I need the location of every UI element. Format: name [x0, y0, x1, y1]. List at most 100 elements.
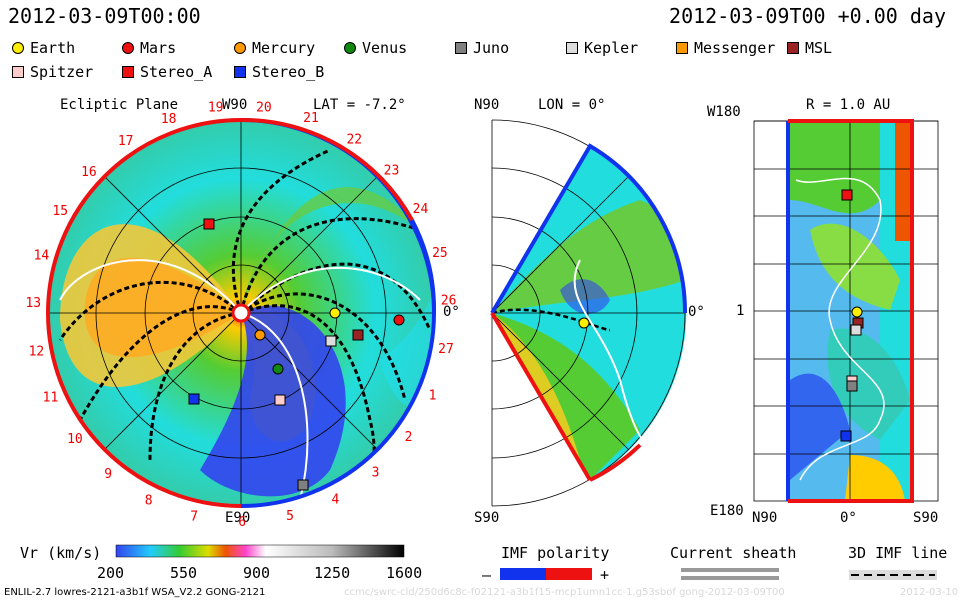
ecliptic-imf-polarity-ring-plus: [45, 118, 242, 508]
model-credit: ENLIL-2.7 lowres-2121-a3b1f WSA_V2.2 GON…: [4, 587, 266, 598]
rotation-label: 23: [384, 163, 400, 178]
current-sheath-swatch: [681, 568, 779, 580]
rotation-label: 27: [438, 342, 454, 357]
earth-meridian-marker-icon: [578, 317, 590, 329]
mercury-marker-icon: [254, 329, 266, 341]
legend-item-mercury: Mercury: [234, 39, 315, 57]
stereo-b-marker-icon: [234, 66, 246, 78]
earth-latlon-marker-icon: [851, 306, 863, 318]
messenger-marker-icon: [676, 42, 688, 54]
colorbar-label: Vr (km/s): [20, 544, 102, 562]
ecliptic-top-label: W90: [222, 97, 248, 113]
ecliptic-bottom-label: E90: [225, 510, 251, 526]
imf-polarity-label: IMF polarity: [501, 544, 610, 562]
rotation-label: 26: [441, 294, 457, 309]
rotation-label: 16: [81, 165, 97, 180]
latlon-x-label-n90: N90: [752, 510, 778, 526]
legend-item-earth: Earth: [12, 39, 75, 57]
latlon-x-label-0: 0°: [840, 510, 857, 526]
imf-line-swatch: [849, 570, 937, 580]
earth-marker-icon: [329, 307, 341, 319]
mars-marker-icon: [122, 42, 134, 54]
rotation-label: 7: [190, 510, 198, 525]
ecliptic-imf-lines: [58, 148, 432, 501]
msl-marker-icon: [352, 329, 364, 341]
venus-marker-icon: [344, 42, 356, 54]
legend-item-spitzer: Spitzer: [12, 63, 93, 81]
msl-marker-icon: [787, 42, 799, 54]
rotation-label: 22: [346, 133, 362, 148]
ecliptic-right-label: 0°: [443, 304, 460, 320]
latlon-x-label-s90: S90: [913, 510, 939, 526]
mercury-marker-icon: [234, 42, 246, 54]
imf-minus-label: –: [482, 566, 492, 584]
latlon-panel: [753, 119, 939, 503]
colorbar-tick: 200: [97, 564, 125, 582]
kepler-marker-icon: [566, 42, 578, 54]
venus-marker-icon: [272, 363, 284, 375]
rotation-label: 21: [303, 111, 319, 126]
rotation-label: 13: [25, 296, 41, 311]
kepler-marker-icon: [325, 335, 337, 347]
colorbar-tick: 1250: [314, 564, 351, 582]
meridian-grid: [491, 119, 686, 507]
mars-marker-icon: [393, 314, 405, 326]
latlon-bottom-left: E180: [710, 503, 744, 519]
legend-item-stereo-a: Stereo_A: [122, 63, 212, 81]
spitzer-marker-icon: [12, 66, 24, 78]
legend-item-stereo-b: Stereo_B: [234, 63, 324, 81]
meridian-plane-panel: [490, 119, 688, 507]
meridian-top-label: N90: [474, 97, 500, 113]
colorbar-tick: 1600: [386, 564, 423, 582]
juno-marker-icon: [297, 479, 309, 491]
timestamp-left: 2012-03-09T00:00: [8, 4, 201, 28]
carrington-rotation-labels: 19 20212223242526271234567891011121314151…: [25, 100, 456, 530]
rotation-label: 25: [432, 246, 448, 261]
meridian-imf-line: [491, 308, 611, 332]
imf-plus-label: +: [600, 566, 610, 584]
stereo-b-latlon-marker-icon: [840, 430, 852, 442]
rotation-label: 24: [413, 202, 429, 217]
juno-latlon-marker-icon: [846, 380, 858, 392]
rotation-label: 19: [208, 101, 224, 116]
ecliptic-title: Ecliptic Plane: [60, 97, 179, 113]
legend-item-msl: MSL: [787, 39, 832, 57]
legend-item-venus: Venus: [344, 39, 407, 57]
latlon-top-left: W180: [707, 104, 741, 120]
meridian-lon-label: LON = 0°: [538, 97, 606, 113]
latlon-title: R = 1.0 AU: [806, 97, 891, 113]
run-id-watermark: ccmc/swrc-cld/250d6c8c-f02121-a3b1f15-mc…: [344, 587, 785, 598]
rotation-label: 14: [34, 249, 50, 264]
stereo-a-marker-icon: [203, 218, 215, 230]
timestamp-right: 2012-03-09T00 +0.00 day: [669, 4, 946, 28]
imf-negative-swatch: [500, 568, 546, 580]
imf-3d-line-label: 3D IMF line: [848, 544, 948, 562]
ecliptic-current-sheath: [59, 259, 421, 501]
meridian-bottom-label: S90: [474, 510, 500, 526]
rotation-label: 1: [429, 388, 437, 403]
run-date-watermark: 2012-03-10: [900, 587, 959, 598]
sun-icon: [231, 303, 251, 323]
meridian-current-sheath: [573, 259, 651, 451]
rotation-label: 9: [104, 467, 112, 482]
earth-marker-icon: [12, 42, 24, 54]
rotation-label: 3: [372, 466, 380, 481]
colorbar-tick: 900: [243, 564, 271, 582]
legend-item-messenger: Messenger: [676, 39, 775, 57]
colorbar-tick: 550: [170, 564, 198, 582]
juno-marker-icon: [455, 42, 467, 54]
rotation-label: 11: [43, 391, 59, 406]
ecliptic-plane-panel: 19 20212223242526271234567891011121314151…: [25, 100, 456, 530]
kepler-latlon-marker-icon: [850, 324, 862, 336]
rotation-label: 12: [29, 344, 45, 359]
rotation-label: 8: [145, 493, 153, 508]
spitzer-marker-icon: [274, 394, 286, 406]
latlon-current-sheath: [795, 177, 885, 481]
stereo-a-latlon-marker-icon: [841, 189, 853, 201]
rotation-label: 5: [286, 509, 294, 524]
stereo-b-marker-icon: [188, 393, 200, 405]
legend-item-mars: Mars: [122, 39, 176, 57]
rotation-label: 2: [405, 430, 413, 445]
latlon-mid-left: 1: [736, 303, 745, 319]
